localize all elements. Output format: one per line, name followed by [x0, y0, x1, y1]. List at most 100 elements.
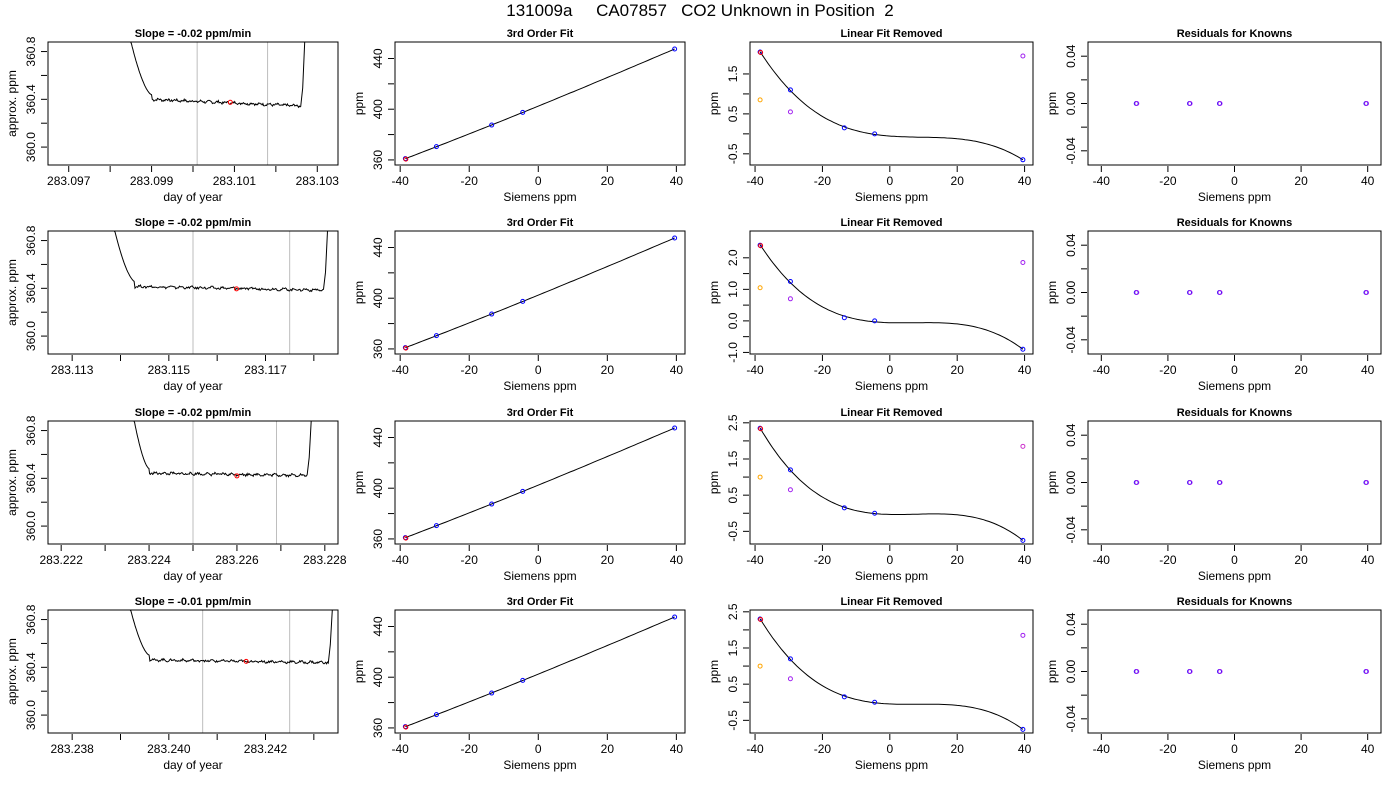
x-tick-label: -20	[1159, 363, 1177, 377]
x-tick-label: 40	[1361, 363, 1375, 377]
x-tick-label: 20	[1294, 742, 1308, 756]
raw-point	[787, 296, 793, 302]
panel-title: Linear Fit Removed	[840, 28, 942, 40]
x-tick-label: -20	[814, 363, 832, 377]
x-tick-label: -40	[392, 742, 410, 756]
x-tick-label: -20	[1159, 174, 1177, 188]
y-tick-label: 0.00	[1064, 280, 1078, 304]
x-tick-label: -20	[461, 174, 479, 188]
x-axis-label: Siemens ppm	[1198, 758, 1271, 772]
residual-curve	[759, 244, 1024, 350]
unknown-point	[758, 617, 764, 623]
linear-removed-panel: Linear Fit Removed -40 -20 0 20 40 -0.5 0.5 1.5 S…	[707, 28, 1034, 204]
y-axis-label: ppm	[1045, 92, 1059, 115]
y-axis-label: approx. ppm	[5, 259, 19, 326]
x-tick-label: -40	[1093, 174, 1111, 188]
x-tick-label: 283.103	[296, 174, 340, 188]
y-axis-label: ppm	[352, 92, 366, 115]
time-series-panel: Slope = -0.02 ppm/min 283.113 283.115 283.1…	[5, 217, 339, 393]
residual-curve	[759, 51, 1024, 161]
y-axis-label: ppm	[1045, 471, 1059, 494]
mean-marker	[234, 473, 240, 479]
y-tick-label: 400	[371, 99, 385, 119]
plot-frame	[394, 609, 686, 734]
unknown-point	[403, 156, 409, 162]
x-tick-label: 283.113	[51, 363, 94, 377]
x-tick-label: 20	[1294, 174, 1308, 188]
y-tick-label: 360	[371, 529, 385, 549]
y-tick-label: 0.5	[726, 486, 740, 503]
x-tick-label: 0	[1231, 553, 1238, 567]
y-tick-label: 360.8	[24, 36, 38, 66]
raw-point	[757, 663, 763, 669]
x-tick-label: 283.222	[39, 553, 83, 567]
x-axis-label: day of year	[163, 569, 222, 583]
standard-point	[787, 467, 793, 473]
x-tick-label: -40	[392, 174, 410, 188]
y-tick-label: 360.4	[24, 463, 38, 493]
y-tick-label: 360.8	[24, 604, 38, 634]
x-tick-label: 283.228	[303, 553, 347, 567]
trace-line	[106, 230, 328, 293]
x-tick-label: 20	[601, 174, 615, 188]
fit-curve	[405, 427, 675, 539]
residual-point-overlay	[1134, 480, 1140, 485]
panel-title: Linear Fit Removed	[840, 407, 942, 419]
y-tick-label: 2.5	[726, 603, 740, 620]
x-tick-label: 0	[535, 742, 542, 756]
linear-removed-panel: Linear Fit Removed -40 -20 0 20 40 -0.5 0.5 1.5 2…	[707, 407, 1034, 583]
y-tick-label: 360.4	[24, 84, 38, 114]
fit-curve	[405, 616, 675, 728]
y-tick-label: -0.04	[1064, 516, 1078, 544]
y-tick-label: 360.8	[24, 415, 38, 445]
y-tick-label: 0.00	[1064, 91, 1078, 115]
y-tick-label: -0.5	[726, 710, 740, 731]
standard-point	[672, 46, 678, 52]
panel-title: 3rd Order Fit	[507, 28, 574, 40]
time-series-panel: Slope = -0.02 ppm/min 283.222 283.224 283.2…	[5, 407, 347, 583]
standard-point	[841, 125, 847, 131]
x-tick-label: 20	[601, 742, 615, 756]
y-tick-label: 440	[371, 427, 385, 447]
x-tick-label: -40	[392, 363, 410, 377]
panel-title: Residuals for Knowns	[1177, 28, 1293, 40]
residual-curve	[759, 618, 1024, 730]
x-tick-label: 20	[951, 174, 965, 188]
x-tick-label: 283.242	[244, 742, 288, 756]
y-tick-label: 360.0	[24, 511, 38, 541]
panel-title: Linear Fit Removed	[840, 217, 942, 229]
x-tick-label: 40	[1361, 742, 1375, 756]
x-axis-label: Siemens ppm	[1198, 379, 1271, 393]
fit-curve	[405, 48, 675, 160]
raw-point	[787, 487, 793, 493]
y-tick-label: -0.04	[1064, 137, 1078, 165]
fit-curve	[405, 237, 675, 349]
panel-title: Residuals for Knowns	[1177, 407, 1293, 419]
y-tick-label: 0.04	[1064, 423, 1078, 447]
x-tick-label: 20	[601, 363, 615, 377]
x-tick-label: 40	[670, 363, 684, 377]
raw-point	[1020, 443, 1026, 449]
x-tick-label: 283.099	[130, 174, 174, 188]
y-tick-label: 360.0	[24, 700, 38, 730]
raw-point	[757, 97, 763, 103]
unknown-point	[403, 345, 409, 351]
residual-point-overlay	[1134, 669, 1140, 674]
x-tick-label: 0	[886, 363, 893, 377]
y-tick-label: 0.5	[726, 105, 740, 122]
x-tick-label: 0	[535, 174, 542, 188]
x-tick-label: -20	[461, 363, 479, 377]
plot-frame	[394, 41, 686, 166]
x-tick-label: 40	[1361, 553, 1375, 567]
plot-frame	[1087, 609, 1382, 734]
standard-point	[520, 109, 526, 115]
standard-point	[433, 712, 439, 718]
standard-point	[672, 425, 678, 431]
x-tick-label: 283.226	[215, 553, 259, 567]
y-tick-label: 360.4	[24, 652, 38, 682]
standard-point	[841, 315, 847, 321]
residual-point-overlay	[1364, 480, 1370, 485]
x-tick-label: -20	[814, 742, 832, 756]
plot-frame	[1087, 230, 1382, 355]
x-tick-label: -20	[461, 553, 479, 567]
